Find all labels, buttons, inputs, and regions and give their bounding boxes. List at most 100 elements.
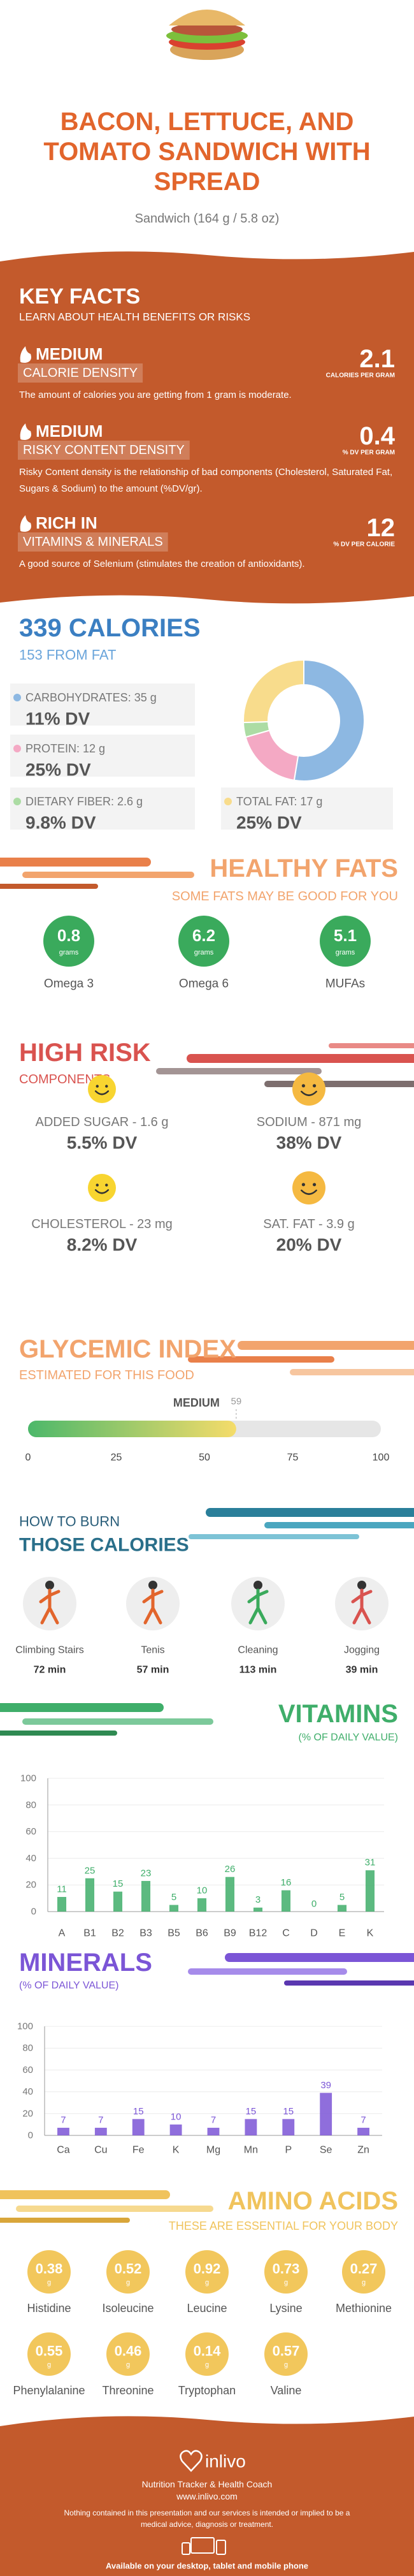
- fact-label: CALORIE DENSITY: [23, 366, 138, 380]
- amino-unit: g: [47, 2361, 51, 2369]
- section-subtitle: THOSE CALORIES: [19, 1535, 189, 1556]
- fact-unit: % DV PER CALORIE: [333, 541, 395, 548]
- section-title: KEY FACTS: [19, 284, 140, 309]
- x-tick-label: Ca: [57, 2145, 70, 2156]
- y-tick-label: 100: [17, 2021, 33, 2032]
- section-title: HOW TO BURN: [19, 1514, 120, 1530]
- bar: [337, 1905, 347, 1912]
- key-facts-bg: [0, 251, 414, 604]
- chart-subtitle: (% OF DAILY VALUE): [299, 1732, 398, 1743]
- fact-level: RICH IN: [36, 513, 97, 532]
- gauge-tick-label: 50: [199, 1453, 210, 1463]
- nutrient-dot: [13, 798, 21, 805]
- x-tick-label: Mn: [244, 2145, 258, 2156]
- bar-value-label: 26: [225, 1864, 236, 1875]
- fact-level: MEDIUM: [36, 344, 103, 363]
- amino-circle: [185, 2250, 229, 2294]
- device-icon: [190, 2537, 215, 2554]
- risk-label: ADDED SUGAR - 1.6 g: [36, 1115, 169, 1129]
- amino-circle: [27, 2332, 71, 2376]
- amino-circle: [185, 2332, 229, 2376]
- amino-unit: g: [126, 2279, 130, 2287]
- bar-value-label: 5: [171, 1892, 176, 1903]
- donut-slice: [243, 659, 304, 724]
- activity-body: [247, 1588, 269, 1625]
- x-tick-label: B1: [83, 1928, 96, 1939]
- y-tick-label: 80: [25, 1799, 36, 1810]
- bacon: [171, 23, 243, 36]
- x-tick-label: B6: [196, 1928, 208, 1939]
- bar: [141, 1880, 151, 1912]
- y-tick-label: 0: [28, 2130, 33, 2141]
- footer-tagline: Nutrition Tracker & Health Coach: [142, 2479, 273, 2489]
- risk-label: CHOLESTEROL - 23 mg: [31, 1217, 173, 1231]
- risk-label: SODIUM - 871 mg: [257, 1115, 361, 1129]
- footer-availability: Available on your desktop, tablet and mo…: [106, 2561, 308, 2571]
- bar: [169, 2124, 182, 2135]
- footer-url: www.inlivo.com: [176, 2491, 238, 2501]
- bar-value-label: 7: [360, 2115, 366, 2126]
- nutrient-band: [10, 735, 195, 777]
- bar: [365, 1870, 375, 1912]
- bar-value-label: 39: [320, 2080, 331, 2091]
- nutrient-label: PROTEIN: 12 g: [25, 742, 105, 755]
- chart-subtitle: (% OF DAILY VALUE): [19, 1980, 118, 1991]
- fact-label-band: [18, 441, 190, 460]
- smiley: [88, 1075, 116, 1103]
- amino-circle: [106, 2250, 150, 2294]
- activity-head: [253, 1581, 262, 1590]
- risk-dv: 38% DV: [276, 1133, 342, 1153]
- bar: [282, 2119, 295, 2135]
- risk-dv: 20% DV: [276, 1235, 342, 1255]
- x-tick-label: B12: [249, 1928, 268, 1939]
- amino-value: 0.46: [115, 2343, 142, 2359]
- section-title: HIGH RISK: [19, 1039, 151, 1067]
- x-tick-label: Mg: [206, 2145, 220, 2156]
- amino-circle: [27, 2250, 71, 2294]
- amino-circle: [264, 2332, 308, 2376]
- amino-unit: g: [284, 2279, 288, 2287]
- bar: [113, 1891, 123, 1912]
- nutrient-label: DIETARY FIBER: 2.6 g: [25, 795, 143, 808]
- section-subtitle: 153 FROM FAT: [19, 647, 116, 663]
- smiley-eye: [105, 1085, 108, 1088]
- risk-dv: 5.5% DV: [67, 1133, 138, 1153]
- activity-body: [39, 1588, 61, 1625]
- amino-name: Leucine: [187, 2302, 227, 2315]
- y-tick-label: 60: [25, 1826, 36, 1837]
- x-tick-label: Cu: [94, 2145, 107, 2156]
- amino-value: 0.27: [350, 2261, 378, 2277]
- nutrient-band: [221, 787, 393, 830]
- fat-name: MUFAs: [325, 977, 365, 991]
- smiley-mouth: [94, 1090, 110, 1095]
- bar-value-label: 3: [255, 1894, 261, 1905]
- smiley-mouth: [301, 1090, 317, 1096]
- gauge-level: MEDIUM: [173, 1396, 220, 1409]
- bar-value-label: 15: [246, 2106, 257, 2117]
- amino-value: 0.57: [273, 2343, 300, 2359]
- fat-circle: [320, 916, 371, 967]
- bar: [85, 1878, 95, 1912]
- nutrient-dot: [13, 694, 21, 701]
- amino-circle: [106, 2332, 150, 2376]
- x-tick-label: B2: [111, 1928, 124, 1939]
- amino-circle: [264, 2250, 308, 2294]
- amino-name: Methionine: [336, 2302, 392, 2315]
- activity-head: [45, 1581, 54, 1590]
- donut-slice: [293, 659, 365, 782]
- fat-value: 5.1: [334, 926, 357, 945]
- x-tick-label: K: [367, 1928, 374, 1939]
- amino-unit: g: [362, 2279, 366, 2287]
- fat-name: Omega 6: [179, 977, 229, 991]
- amino-value: 0.52: [115, 2261, 142, 2277]
- amino-name: Phenylalanine: [13, 2384, 85, 2397]
- bar-value-label: 7: [98, 2115, 103, 2126]
- risk-dv: 8.2% DV: [67, 1235, 138, 1255]
- smiley-eye: [312, 1084, 317, 1088]
- y-tick-label: 60: [22, 2065, 33, 2075]
- activity-name: Climbing Stairs: [15, 1645, 84, 1656]
- fact-value: 0.4: [359, 422, 395, 450]
- risk-label: SAT. FAT - 3.9 g: [263, 1217, 354, 1231]
- y-tick-label: 20: [25, 1880, 36, 1891]
